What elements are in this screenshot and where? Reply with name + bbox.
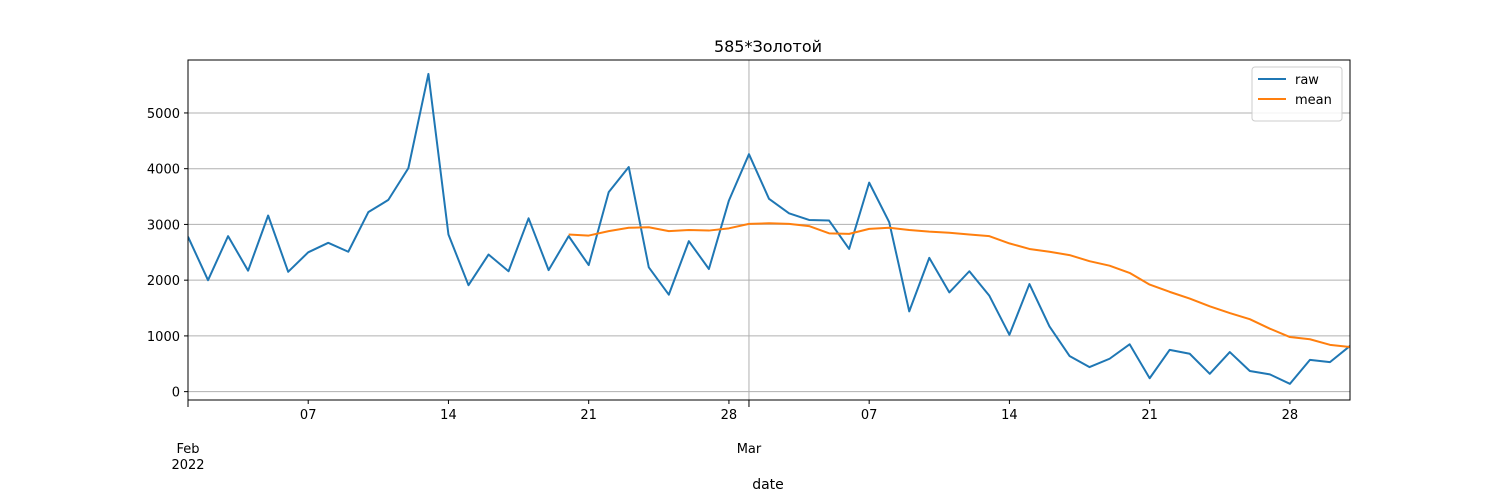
x-tick-label: 07 [861,408,878,423]
series-layer [188,72,1350,385]
series-line-raw [188,72,1350,385]
x-tick-label: 21 [1141,408,1158,423]
y-tick-label: 2000 [147,274,180,289]
y-tick-label: 3000 [147,218,180,233]
x-tick-label: 07 [300,408,317,423]
y-tick-label: 0 [172,386,180,401]
grid [188,60,1350,400]
legend-box [1251,66,1343,122]
x-major-tick-label: Feb [176,442,199,457]
legend-label: mean [1295,93,1332,108]
legend-label: raw [1295,73,1319,88]
y-tick-label: 5000 [147,107,180,122]
legend: raw mean [1251,66,1343,122]
y-tick-label: 1000 [147,330,180,345]
x-tick-label: 28 [721,408,738,423]
axes: 0 1000 2000 3000 4000 5000 07 14 21 28 07 14 21 28 Feb… [147,107,1298,473]
plot-frame [187,59,1351,401]
x-major-tick-label: Mar [737,442,762,457]
x-tick-label: 14 [1001,408,1018,423]
x-tick-label: 14 [440,408,457,423]
chart-title: 585*Золотой [714,37,822,56]
x-major-tick-year: 2022 [171,458,204,473]
x-tick-label: 28 [1282,408,1299,423]
x-axis-label: date [752,477,784,493]
x-tick-label: 21 [580,408,597,423]
y-tick-label: 4000 [147,163,180,178]
series-line-mean [568,222,1350,349]
